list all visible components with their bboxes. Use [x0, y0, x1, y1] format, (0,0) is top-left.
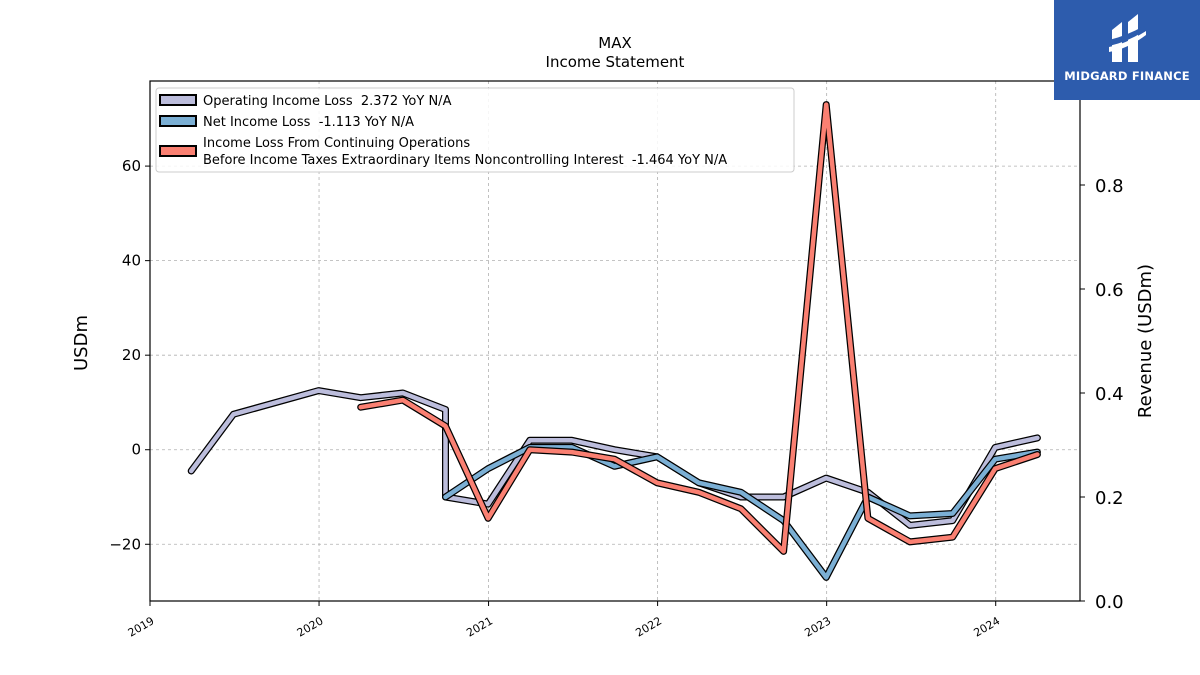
plot-frame — [149, 80, 1081, 602]
series-2 — [357, 101, 1041, 555]
legend: Operating Income Loss 2.372 YoY N/A Net I… — [155, 87, 795, 173]
axes: −20 0 20 40 60 2019 2020 2021 2022 2023 2024 0.0 0.2… — [109, 157, 1123, 640]
y-tick-label: 20 — [122, 346, 141, 364]
y2-tick-label: 0.0 — [1095, 592, 1124, 613]
chart-subtitle: Income Statement — [546, 53, 685, 71]
series-line — [358, 102, 1040, 554]
y2-tick-label: 0.4 — [1095, 384, 1124, 405]
y-tick-label: 40 — [122, 252, 141, 270]
y2-tick-label: 0.8 — [1095, 176, 1124, 197]
legend-swatch — [159, 145, 197, 157]
legend-label: Net Income Loss -1.113 YoY N/A — [203, 115, 414, 130]
legend-label: Income Loss From Continuing Operations Be… — [203, 136, 727, 168]
series-line — [188, 388, 1040, 528]
y2-tick-label: 0.2 — [1095, 488, 1124, 509]
x-tick-label: 2019 — [126, 614, 157, 639]
y2-tick-label: 0.6 — [1095, 280, 1124, 301]
y-tick-label: 60 — [122, 157, 141, 175]
logo-text: MIDGARD FINANCE — [1064, 69, 1190, 83]
series-lines — [187, 101, 1041, 581]
series-0 — [187, 387, 1041, 529]
legend-label: Operating Income Loss 2.372 YoY N/A — [203, 94, 452, 109]
x-tick-label: 2023 — [802, 614, 833, 639]
y-tick-label: −20 — [109, 535, 141, 553]
chart-title: MAX — [598, 34, 631, 52]
legend-box — [155, 87, 795, 173]
y2-axis-label: Revenue (USDm) — [1135, 264, 1156, 418]
midgard-finance-logo: MIDGARD FINANCE — [1054, 0, 1200, 100]
x-tick-label: 2022 — [633, 614, 664, 639]
x-tick-label: 2020 — [295, 614, 326, 639]
y-tick-label: 0 — [131, 441, 141, 459]
x-tick-label: 2024 — [971, 614, 1002, 639]
x-tick-label: 2021 — [464, 614, 495, 639]
legend-swatch — [159, 94, 197, 106]
logo-mark-icon — [1109, 14, 1146, 62]
legend-swatch — [159, 115, 197, 127]
y-axis-label: USDm — [71, 315, 92, 371]
